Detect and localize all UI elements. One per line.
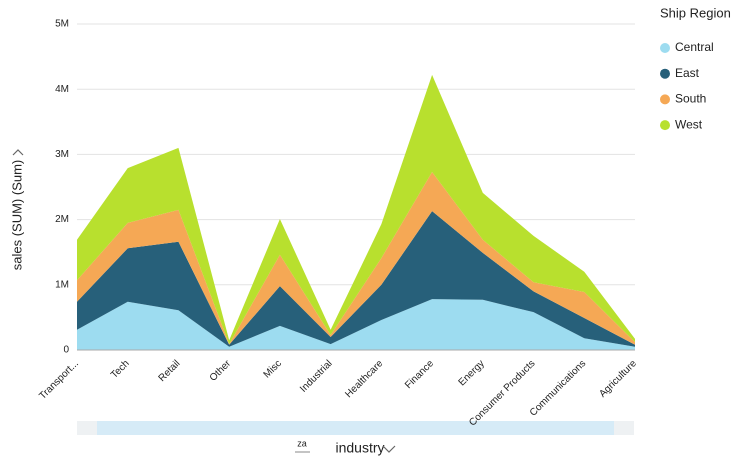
x-tick-label: Tech	[109, 358, 132, 381]
sort-icon[interactable]: za	[297, 438, 307, 448]
x-tick-label: Industrial	[298, 358, 334, 394]
y-tick-label: 5M	[55, 19, 69, 30]
area	[77, 74, 635, 345]
y-tick-label: 4M	[55, 84, 69, 95]
y-axis-label: sales (SUM) (Sum)	[9, 160, 24, 271]
x-sort-chevron[interactable]	[382, 445, 396, 453]
y-tick-label: 2M	[55, 214, 69, 225]
area	[77, 299, 635, 350]
x-tick-label: Healthcare	[343, 358, 385, 400]
legend-label: South	[675, 92, 706, 106]
x-tick-label: Energy	[457, 358, 487, 388]
y-sort-chevron[interactable]	[12, 149, 24, 156]
x-tick-label: Transport...	[37, 358, 81, 402]
legend-swatch	[660, 94, 670, 105]
area	[77, 172, 635, 345]
legend-title: Ship Region	[660, 5, 731, 20]
x-tick-label: Retail	[157, 358, 183, 384]
area	[77, 211, 635, 347]
y-tick-label: 0	[63, 345, 69, 356]
x-tick-label: Communications	[528, 358, 588, 418]
x-tick-label: Misc	[262, 358, 284, 380]
x-tick-label: Other	[208, 358, 234, 384]
legend-label: East	[675, 66, 700, 80]
scrollbar-thumb[interactable]	[97, 421, 614, 435]
legend-label: West	[675, 117, 703, 131]
x-tick-label: Agriculture	[597, 358, 639, 400]
legend-swatch	[660, 68, 670, 79]
legend-label: Central	[675, 40, 714, 54]
legend-swatch	[660, 43, 670, 53]
y-tick-label: 1M	[55, 279, 69, 290]
x-tick-label: Finance	[403, 358, 436, 391]
x-axis-label: industry	[335, 440, 384, 456]
legend-swatch	[660, 120, 670, 131]
y-tick-label: 3M	[55, 149, 69, 160]
